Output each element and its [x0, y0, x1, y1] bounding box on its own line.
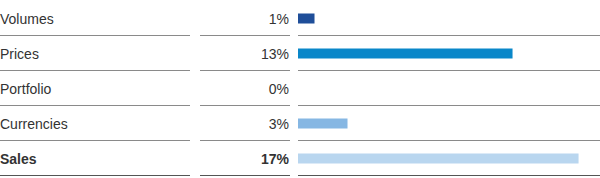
data-label: 0%	[269, 81, 289, 97]
texts: Volumes 1% Prices 13% Portfolio 0% Currencies 3…	[0, 11, 290, 167]
bar	[298, 119, 348, 129]
row-line	[200, 70, 290, 71]
row-line	[0, 175, 190, 176]
row-line	[200, 105, 290, 106]
data-label: 17%	[261, 151, 290, 167]
row-line	[200, 175, 290, 176]
row-line	[200, 140, 290, 141]
row-line	[200, 35, 290, 36]
row-line	[0, 35, 190, 36]
row-line	[298, 175, 600, 176]
category-label: Portfolio	[0, 81, 52, 97]
row-line	[0, 140, 190, 141]
bar	[298, 84, 299, 94]
row-line	[298, 35, 600, 36]
chart-svg: Volumes 1% Prices 13% Portfolio 0% Currencies 3…	[0, 0, 600, 178]
data-label: 3%	[269, 116, 289, 132]
bar	[298, 49, 513, 59]
row-line	[0, 105, 190, 106]
row-line	[298, 70, 600, 71]
row-line	[0, 70, 190, 71]
row-line	[298, 140, 600, 141]
category-label: Volumes	[0, 11, 54, 27]
row-lines	[0, 36, 600, 176]
bar	[298, 154, 579, 164]
category-label: Currencies	[0, 116, 68, 132]
bar	[298, 14, 315, 24]
data-label: 13%	[261, 46, 289, 62]
category-label: Sales	[0, 151, 37, 167]
data-label: 1%	[269, 11, 289, 27]
row-line	[298, 105, 600, 106]
category-label: Prices	[0, 46, 39, 62]
chart-root: Volumes 1% Prices 13% Portfolio 0% Currencies 3…	[0, 0, 600, 178]
